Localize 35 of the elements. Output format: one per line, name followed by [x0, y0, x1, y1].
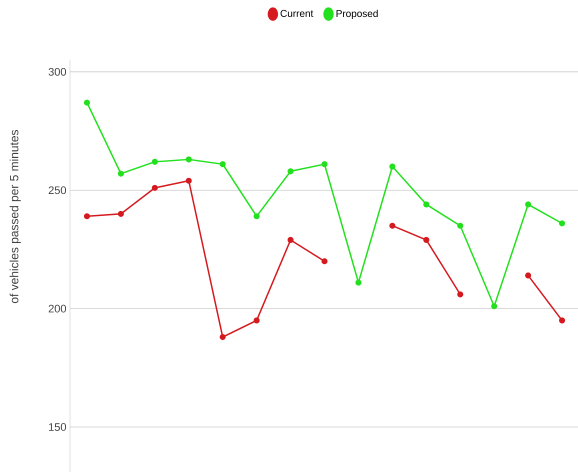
point — [254, 213, 260, 220]
point — [525, 272, 532, 279]
point — [84, 213, 90, 220]
point — [423, 236, 430, 243]
point — [118, 210, 124, 217]
point — [423, 201, 430, 208]
point — [389, 164, 396, 170]
point — [220, 334, 226, 340]
y-tick-label: 150 — [49, 423, 66, 431]
legend-label: Current — [280, 10, 314, 17]
y-tick-label: 250 — [48, 186, 66, 194]
point — [559, 220, 566, 226]
y-tick-label: 300 — [48, 68, 66, 76]
point — [355, 280, 362, 286]
point — [186, 178, 192, 184]
point — [491, 303, 498, 310]
point — [186, 156, 192, 162]
point — [288, 168, 294, 174]
legend-label: Proposed — [336, 10, 378, 20]
point — [321, 258, 328, 264]
point — [389, 222, 396, 229]
point — [457, 291, 464, 298]
point — [152, 158, 158, 165]
point — [84, 100, 90, 106]
point — [152, 184, 158, 191]
point — [288, 236, 294, 243]
point — [457, 222, 464, 229]
y-axis-title: of vehicles passed per 5 minutes — [10, 130, 21, 304]
point — [525, 201, 532, 208]
point — [321, 161, 328, 168]
point — [220, 161, 226, 168]
point — [559, 317, 566, 324]
point — [118, 170, 124, 177]
y-tick-label: 200 — [48, 304, 66, 312]
point — [254, 317, 260, 324]
